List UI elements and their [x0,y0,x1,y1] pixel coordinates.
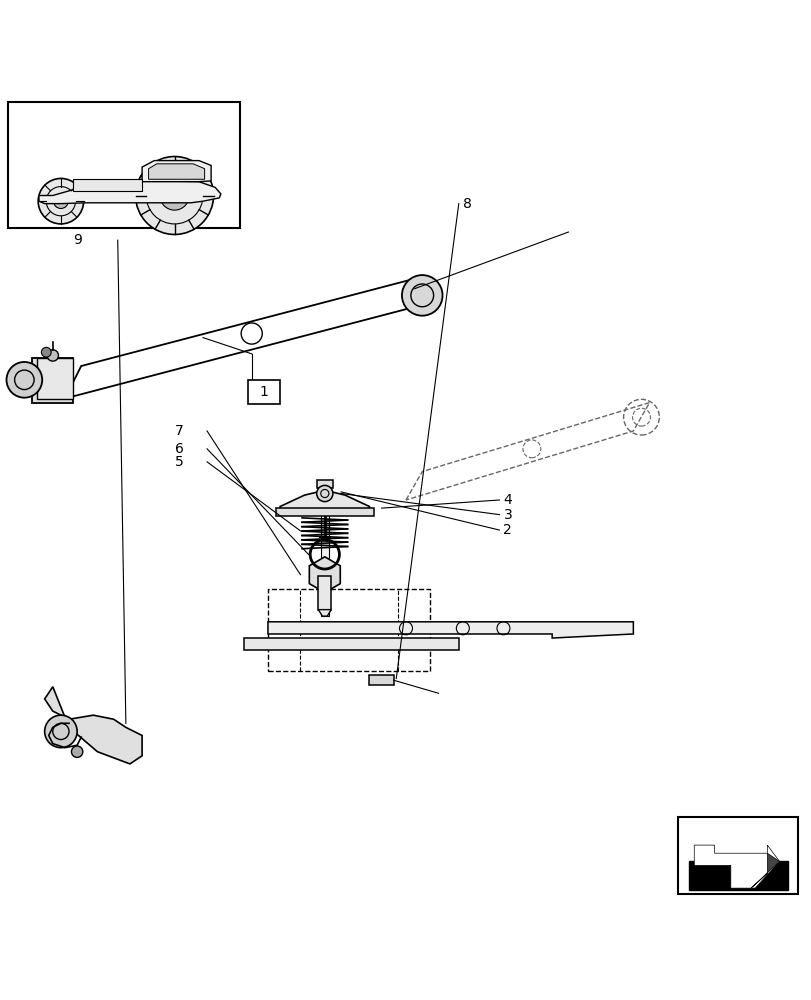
Text: 5: 5 [174,455,183,469]
Circle shape [135,157,213,234]
Polygon shape [142,161,211,182]
Bar [276,508,373,516]
Polygon shape [73,179,142,191]
Polygon shape [148,164,204,179]
Polygon shape [750,853,779,888]
Polygon shape [32,358,73,403]
Polygon shape [318,610,331,616]
Polygon shape [65,277,422,398]
Circle shape [54,194,68,208]
Bar [677,817,797,894]
Polygon shape [280,490,369,511]
Text: 7: 7 [174,424,183,438]
Bar [318,576,331,610]
Bar [316,480,333,488]
FancyBboxPatch shape [247,380,280,404]
Circle shape [38,178,84,224]
Circle shape [401,275,442,316]
Bar [36,358,73,398]
Circle shape [45,715,77,748]
Text: 2: 2 [503,523,512,537]
Bar [369,675,393,685]
Text: 9: 9 [73,233,82,247]
Bar [688,861,787,890]
Circle shape [41,347,51,357]
Polygon shape [309,557,340,593]
Polygon shape [45,687,142,764]
Bar [320,486,328,616]
Text: 4: 4 [503,493,512,507]
Circle shape [6,362,42,398]
Bar [243,638,458,650]
Circle shape [47,350,58,361]
Circle shape [316,485,333,502]
Polygon shape [268,622,633,638]
Text: 6: 6 [174,442,183,456]
Circle shape [71,746,83,757]
Polygon shape [693,845,779,888]
Text: 8: 8 [462,197,471,211]
Circle shape [160,181,189,210]
Polygon shape [39,181,221,204]
Text: 3: 3 [503,508,512,522]
Bar [268,589,430,671]
Bar [8,102,239,228]
Text: 1: 1 [260,385,268,399]
